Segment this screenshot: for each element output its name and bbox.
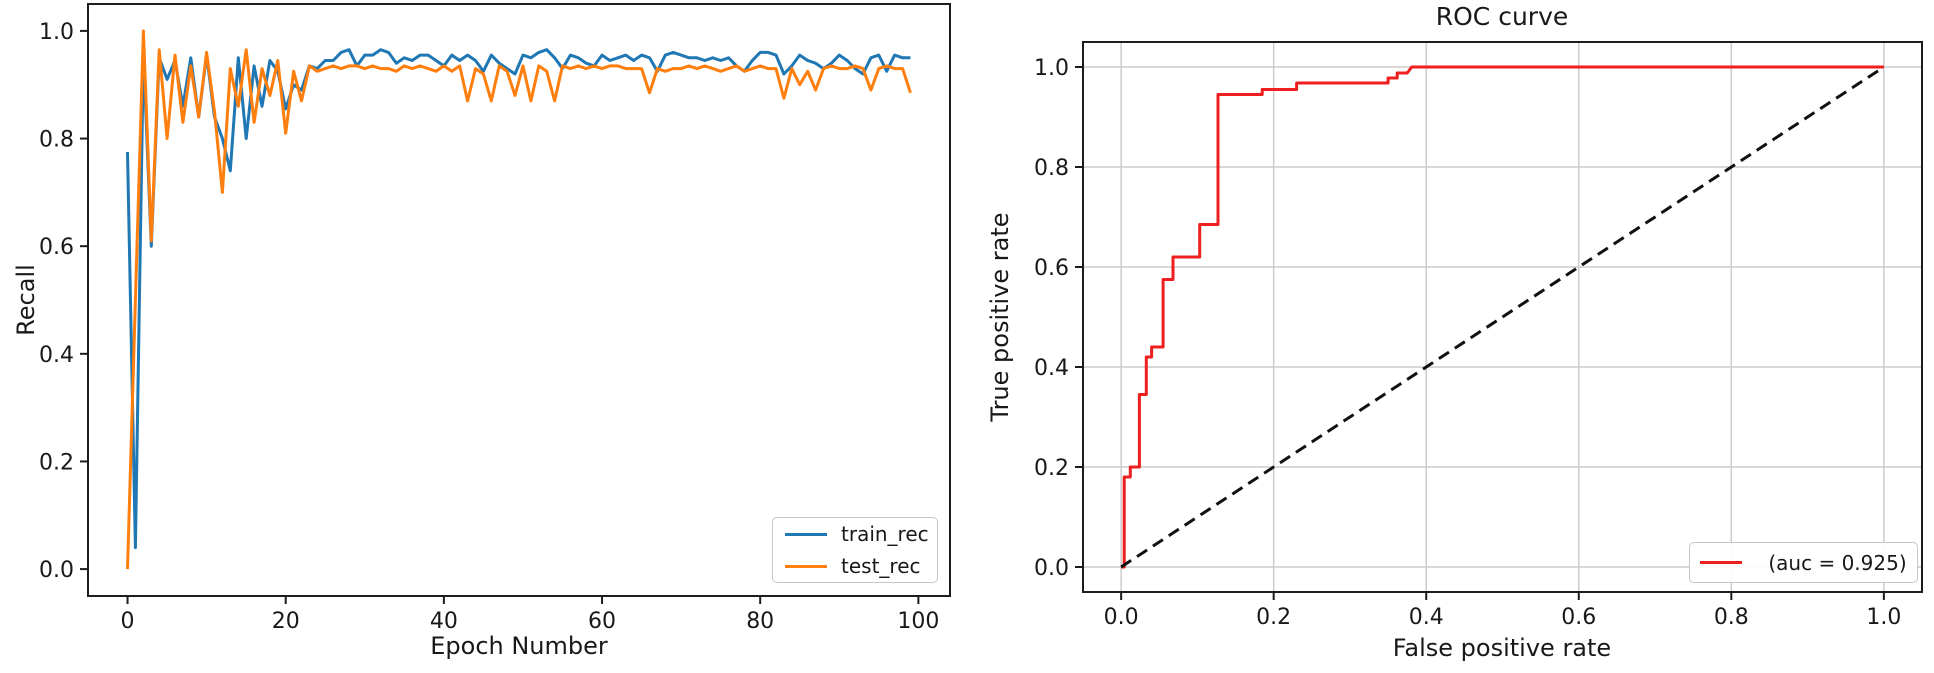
y-tick-label: 0.0: [39, 558, 74, 583]
y-tick-label: 0.6: [39, 235, 74, 260]
test-rec-line-swatch: [785, 564, 827, 568]
roc-curve-spines: [1082, 41, 1923, 593]
x-tick-label: 0: [121, 609, 135, 634]
roc-curve-tick-labels: 0.0 0.2 0.4 0.6 0.8 1.0 0.0 0.2 0.4 0.6 0.8 1.0: [1034, 56, 1901, 630]
y-tick-label: 1.0: [39, 20, 74, 45]
chance_diagonal-line: [1120, 65, 1885, 569]
x-tick-label: 100: [897, 609, 939, 634]
legend-label-auc: (auc = 0.925): [1768, 550, 1907, 575]
legend-label-test-rec: test_rec: [841, 554, 921, 578]
y-tick-label: 0.2: [39, 450, 74, 475]
y-tick-label: 0.8: [1034, 156, 1069, 181]
train_rec-line: [126, 48, 911, 550]
roc-x-axis-label: False positive rate: [1392, 634, 1612, 662]
x-tick-label: 40: [430, 609, 458, 634]
legend-item-auc: (auc = 0.925): [1700, 551, 1907, 575]
y-tick-label: 1.0: [1034, 56, 1069, 81]
roc-curve-ticks: [1075, 66, 1885, 600]
recall-legend: train_rec test_rec: [772, 517, 938, 583]
y-tick-label: 0.8: [39, 128, 74, 153]
x-tick-label: 80: [746, 609, 774, 634]
y-tick-label: 0.4: [39, 343, 74, 368]
roc-curve-grid: [1083, 42, 1922, 592]
roc_curve-line: [1121, 65, 1884, 569]
x-tick-label: 60: [588, 609, 616, 634]
x-tick-label: 0.4: [1409, 605, 1444, 630]
y-tick-label: 0.0: [1034, 556, 1069, 581]
legend-label-train-rec: train_rec: [841, 522, 929, 546]
x-tick-label: 20: [272, 609, 300, 634]
legend-item-test-rec: test_rec: [785, 554, 925, 578]
recall-vs-epoch-plot: 0 20 40 60 80 100 0.0 0.2 0.4 0.6 0.8 1.0: [39, 3, 951, 634]
y-tick-label: 0.6: [1034, 256, 1069, 281]
x-tick-label: 0.0: [1104, 605, 1139, 630]
roc-legend: (auc = 0.925): [1689, 542, 1918, 583]
y-tick-label: 0.4: [1034, 356, 1069, 381]
x-tick-label: 0.2: [1256, 605, 1291, 630]
recall-vs-epoch-tick-labels: 0 20 40 60 80 100 0.0 0.2 0.4 0.6 0.8 1.0: [39, 20, 939, 634]
y-tick-label: 0.2: [1034, 456, 1069, 481]
train-rec-line-swatch: [785, 532, 827, 536]
roc-line-swatch: [1700, 561, 1743, 564]
recall-x-axis-label: Epoch Number: [430, 632, 608, 660]
test_rec-line: [126, 29, 912, 570]
roc-chart-title: ROC curve: [1435, 2, 1569, 31]
recall-y-axis-label: Recall: [12, 264, 40, 336]
recall-vs-epoch-ticks: [80, 29, 920, 604]
roc-curve-plot: 0.0 0.2 0.4 0.6 0.8 1.0 0.0 0.2 0.4 0.6 0.8 1.0: [1034, 41, 1923, 630]
x-tick-label: 0.8: [1714, 605, 1749, 630]
recall-vs-epoch-spines: [87, 3, 951, 597]
roc-y-axis-label: True positive rate: [986, 212, 1014, 422]
x-tick-label: 0.6: [1561, 605, 1596, 630]
legend-item-train-rec: train_rec: [785, 522, 929, 546]
x-tick-label: 1.0: [1866, 605, 1901, 630]
